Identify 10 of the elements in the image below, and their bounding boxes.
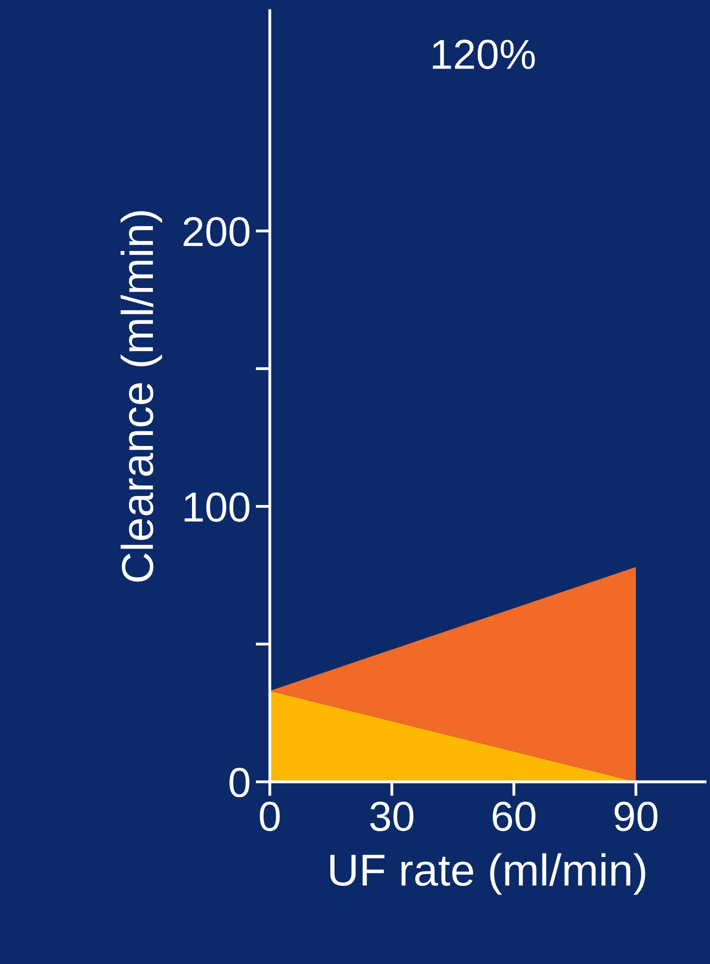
x-axis-title: UF rate (ml/min) — [330, 853, 646, 895]
x-tick-label: 60 — [492, 802, 536, 832]
y-axis-title: Clearance (ml/min) — [120, 211, 162, 582]
y-tick-label: 200 — [184, 216, 250, 246]
x-tick-label: 0 — [260, 802, 280, 832]
y-tick-label: 0 — [230, 768, 250, 798]
x-tick-label: 30 — [370, 802, 414, 832]
x-tick-label: 90 — [614, 802, 658, 832]
y-tick-label: 100 — [184, 492, 250, 522]
text: 120% — [432, 40, 535, 70]
